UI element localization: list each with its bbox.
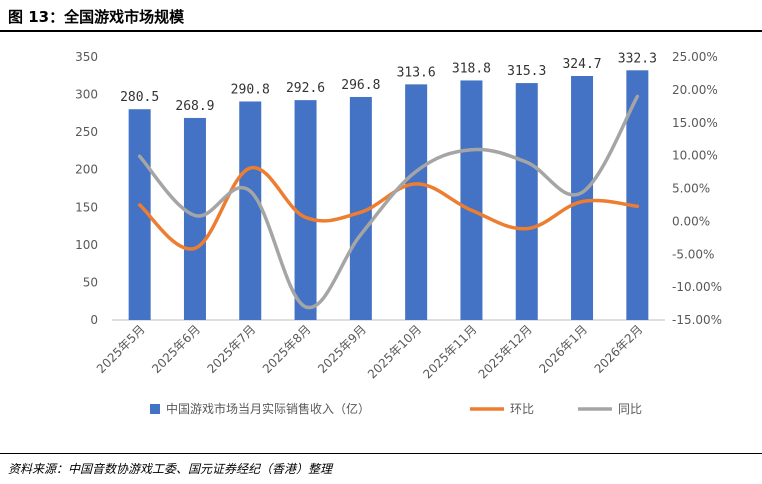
left-tick-label: 0 xyxy=(90,313,98,327)
category-label: 2026年1月 xyxy=(536,322,590,376)
right-axis-ticks: -15.00% -10.00% -5.00% 0.00% 5.00% 10.00% 15.0… xyxy=(672,50,722,327)
bar xyxy=(626,70,649,320)
left-tick-label: 50 xyxy=(83,275,98,289)
bar-data-label: 313.6 xyxy=(397,65,436,80)
legend-swatch-bar xyxy=(150,404,160,414)
bar xyxy=(349,96,372,320)
right-tick-label: 20.00% xyxy=(672,83,718,97)
bar xyxy=(571,76,594,321)
right-tick-label: 10.00% xyxy=(672,149,718,163)
legend-label-bar: 中国游戏市场当月实际销售收入（亿） xyxy=(166,401,370,416)
bar-data-label: 292.6 xyxy=(286,81,325,96)
right-tick-label: -5.00% xyxy=(672,247,714,261)
line-series-mom xyxy=(137,166,640,251)
chart: 0 50 100 150 200 250 300 350 -15.00% -10.00% -5.0… xyxy=(75,50,722,416)
bar xyxy=(239,101,262,320)
legend-label-yoy: 同比 xyxy=(618,402,642,416)
right-tick-label: -10.00% xyxy=(672,280,722,294)
left-tick-label: 300 xyxy=(75,88,98,102)
line-series-yoy xyxy=(137,94,640,310)
category-label: 2025年7月 xyxy=(204,322,258,376)
bar xyxy=(405,84,428,321)
left-tick-label: 350 xyxy=(75,50,98,64)
right-tick-label: 5.00% xyxy=(672,182,710,196)
left-axis-ticks: 0 50 100 150 200 250 300 350 xyxy=(75,50,98,327)
right-tick-label: 25.00% xyxy=(672,50,718,64)
category-label: 2025年9月 xyxy=(315,322,369,376)
category-label: 2025年11月 xyxy=(420,322,479,381)
line-series xyxy=(137,94,640,310)
left-tick-label: 100 xyxy=(75,238,98,252)
bottom-rule xyxy=(0,453,762,454)
category-label: 2025年10月 xyxy=(365,322,424,381)
bar xyxy=(294,100,317,321)
left-tick-label: 200 xyxy=(75,163,98,177)
category-label: 2026年2月 xyxy=(592,322,646,376)
bar-data-label: 318.8 xyxy=(452,61,491,76)
category-label: 2025年8月 xyxy=(260,322,314,376)
category-label: 2025年12月 xyxy=(476,322,535,381)
bar-data-label: 296.8 xyxy=(341,78,380,93)
legend-label-mom: 环比 xyxy=(510,402,534,416)
left-tick-label: 150 xyxy=(75,200,98,214)
bar-data-label: 290.8 xyxy=(231,82,270,97)
bar-data-label: 268.9 xyxy=(175,99,214,114)
source-note: 资料来源：中国音数协游戏工委、国元证券经纪（香港）整理 xyxy=(8,462,333,476)
right-tick-label: 15.00% xyxy=(672,116,718,130)
category-label: 2025年5月 xyxy=(94,322,148,376)
category-label: 2025年6月 xyxy=(149,322,203,376)
bar-data-label: 315.3 xyxy=(507,64,546,79)
bar xyxy=(460,80,483,320)
chart-title: 图 13：全国游戏市场规模 xyxy=(8,8,185,26)
bar-data-label: 280.5 xyxy=(120,90,159,105)
bar xyxy=(183,117,206,320)
top-rule xyxy=(0,30,762,32)
bar-data-label: 324.7 xyxy=(562,57,601,72)
bar-series xyxy=(128,70,649,321)
right-tick-label: -15.00% xyxy=(672,313,722,327)
left-tick-label: 250 xyxy=(75,125,98,139)
legend: 中国游戏市场当月实际销售收入（亿） 环比 同比 xyxy=(150,401,642,416)
bar-data-labels: 280.5 268.9 290.8 292.6 296.8 313.6 318.8 315.3… xyxy=(120,51,657,114)
category-labels: 2025年5月 2025年6月 2025年7月 2025年8月 2025年9月2025年… xyxy=(94,322,646,381)
bar xyxy=(515,83,538,320)
right-tick-label: 0.00% xyxy=(672,214,710,228)
bar-data-label: 332.3 xyxy=(618,51,657,66)
